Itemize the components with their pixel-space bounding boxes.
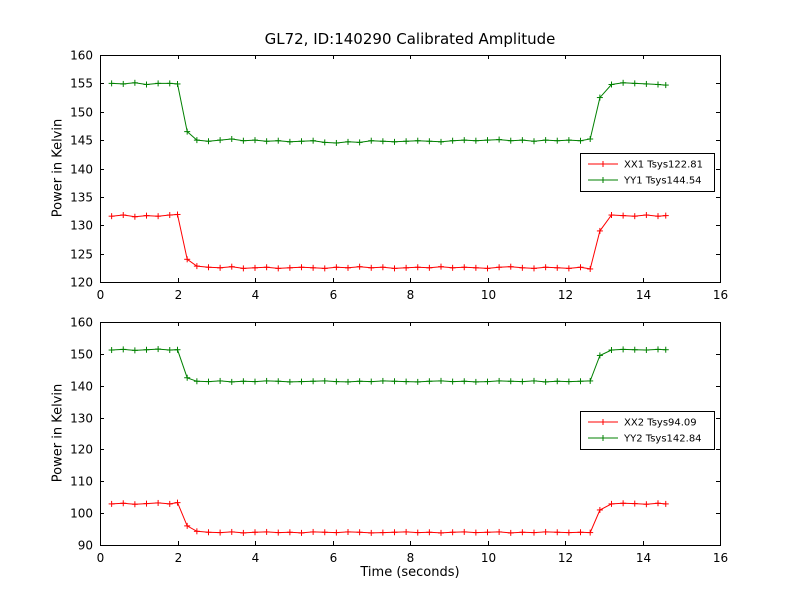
y-tick-label: 110 — [70, 475, 93, 489]
y-tick-label: 140 — [70, 380, 93, 394]
y-tick-label: 135 — [70, 191, 93, 205]
y-tick-label: 120 — [70, 443, 93, 457]
x-tick-label: 2 — [175, 551, 183, 565]
y-tick-label: 160 — [70, 49, 93, 63]
y-tick-label: 125 — [70, 248, 93, 262]
legend-box — [580, 153, 715, 192]
x-tick-label: 16 — [713, 551, 728, 565]
y-tick-label: 155 — [70, 77, 93, 91]
y-tick-label: 90 — [78, 539, 93, 553]
x-tick-label: 12 — [558, 288, 573, 302]
x-tick-label: 6 — [330, 551, 338, 565]
y-axis-label-top: Power in Kelvin — [50, 118, 66, 218]
x-tick-label: 8 — [407, 288, 415, 302]
y-tick-label: 100 — [70, 507, 93, 521]
x-tick-label: 0 — [97, 551, 105, 565]
x-axis-label: Time (seconds) — [360, 565, 460, 580]
legend-label: XX1 Tsys122.81 — [624, 160, 703, 171]
x-tick-label: 10 — [481, 288, 496, 302]
series-line — [111, 502, 666, 534]
x-tick-label: 2 — [175, 288, 183, 302]
chart-title: GL72, ID:140290 Calibrated Amplitude — [264, 30, 556, 48]
y-tick-label: 160 — [70, 316, 93, 330]
series-markers — [108, 79, 669, 146]
x-tick-label: 0 — [97, 288, 105, 302]
x-tick-label: 4 — [252, 551, 260, 565]
series-markers — [108, 211, 669, 272]
x-tick-label: 10 — [481, 551, 496, 565]
y-tick-label: 130 — [70, 219, 93, 233]
y-tick-label: 150 — [70, 348, 93, 362]
x-tick-label: 4 — [252, 288, 260, 302]
series-line — [111, 348, 666, 383]
legend: XX1 Tsys122.81 YY1 Tsys144.54 — [580, 153, 715, 192]
legend-label: YY2 Tsys142.84 — [623, 434, 702, 445]
series-line — [111, 82, 666, 144]
x-tick-label: 8 — [407, 551, 415, 565]
x-tick-label: 14 — [636, 288, 651, 302]
legend-label: YY1 Tsys144.54 — [623, 176, 702, 187]
series-markers — [108, 499, 669, 536]
series-line — [111, 213, 666, 270]
x-tick-label: 6 — [330, 288, 338, 302]
y-tick-label: 140 — [70, 163, 93, 177]
y-tick-label: 150 — [70, 106, 93, 120]
x-tick-label: 16 — [713, 288, 728, 302]
y-axis-label-bottom: Power in Kelvin — [50, 383, 66, 483]
legend-label: XX2 Tsys94.09 — [624, 418, 697, 429]
x-tick-label: 14 — [636, 551, 651, 565]
subplot-2: 0 2 4 6 8 10 12 14 16 90 100 110 120 130 140 150 160 XX2 … — [70, 316, 728, 566]
legend-box — [580, 411, 715, 450]
series-markers — [108, 346, 669, 385]
y-tick-label: 130 — [70, 412, 93, 426]
y-tick-label: 120 — [70, 276, 93, 290]
subplot-1: 0 2 4 6 8 10 12 14 16 120 125 130 135 140 145 150 155 160… — [70, 49, 728, 303]
x-tick-label: 12 — [558, 551, 573, 565]
y-tick-label: 145 — [70, 134, 93, 148]
legend: XX2 Tsys94.09 YY2 Tsys142.84 — [580, 411, 715, 450]
